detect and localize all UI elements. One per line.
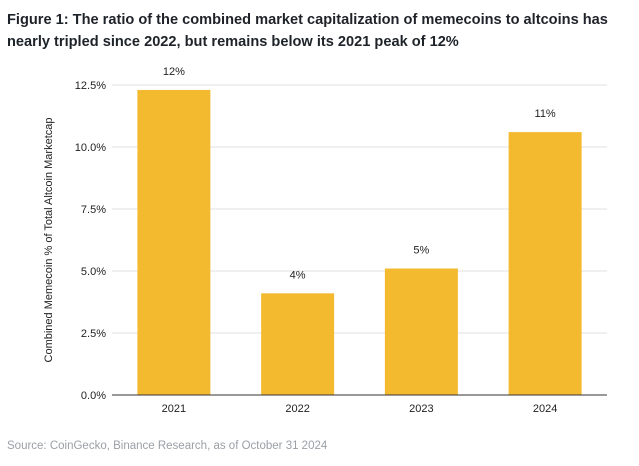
y-tick-labels: 0.0% 2.5% 5.0% 7.5% 10.0% 12.5% xyxy=(75,80,106,402)
chart-title: Figure 1: The ratio of the combined mark… xyxy=(7,12,608,50)
y-tick-label: 0.0% xyxy=(81,390,106,402)
data-label: 4% xyxy=(290,269,306,281)
bar-2024 xyxy=(508,132,582,395)
x-tick-label: 2023 xyxy=(409,403,433,415)
bars xyxy=(137,89,582,396)
data-labels: 12% 4% 5% 11% xyxy=(163,66,556,281)
bar-2023 xyxy=(384,268,458,395)
y-tick-label: 12.5% xyxy=(75,80,106,92)
y-tick-label: 5.0% xyxy=(81,266,106,278)
x-tick-label: 2021 xyxy=(162,403,186,415)
x-tick-label: 2024 xyxy=(533,403,557,415)
data-label: 11% xyxy=(535,108,556,120)
y-tick-label: 7.5% xyxy=(81,204,106,216)
bar-2022 xyxy=(261,293,335,395)
x-tick-labels: 2021 2022 2023 2024 xyxy=(162,403,558,415)
data-label: 12% xyxy=(163,66,185,78)
y-axis-label: Combined Memecoin % of Total Altcoin Mar… xyxy=(43,118,55,363)
x-tick-label: 2022 xyxy=(285,403,309,415)
bar-2021 xyxy=(137,89,211,396)
data-label: 5% xyxy=(413,245,429,257)
source-note: Source: CoinGecko, Binance Research, as … xyxy=(7,440,328,452)
y-tick-label: 10.0% xyxy=(75,142,106,154)
y-tick-label: 2.5% xyxy=(81,328,106,340)
